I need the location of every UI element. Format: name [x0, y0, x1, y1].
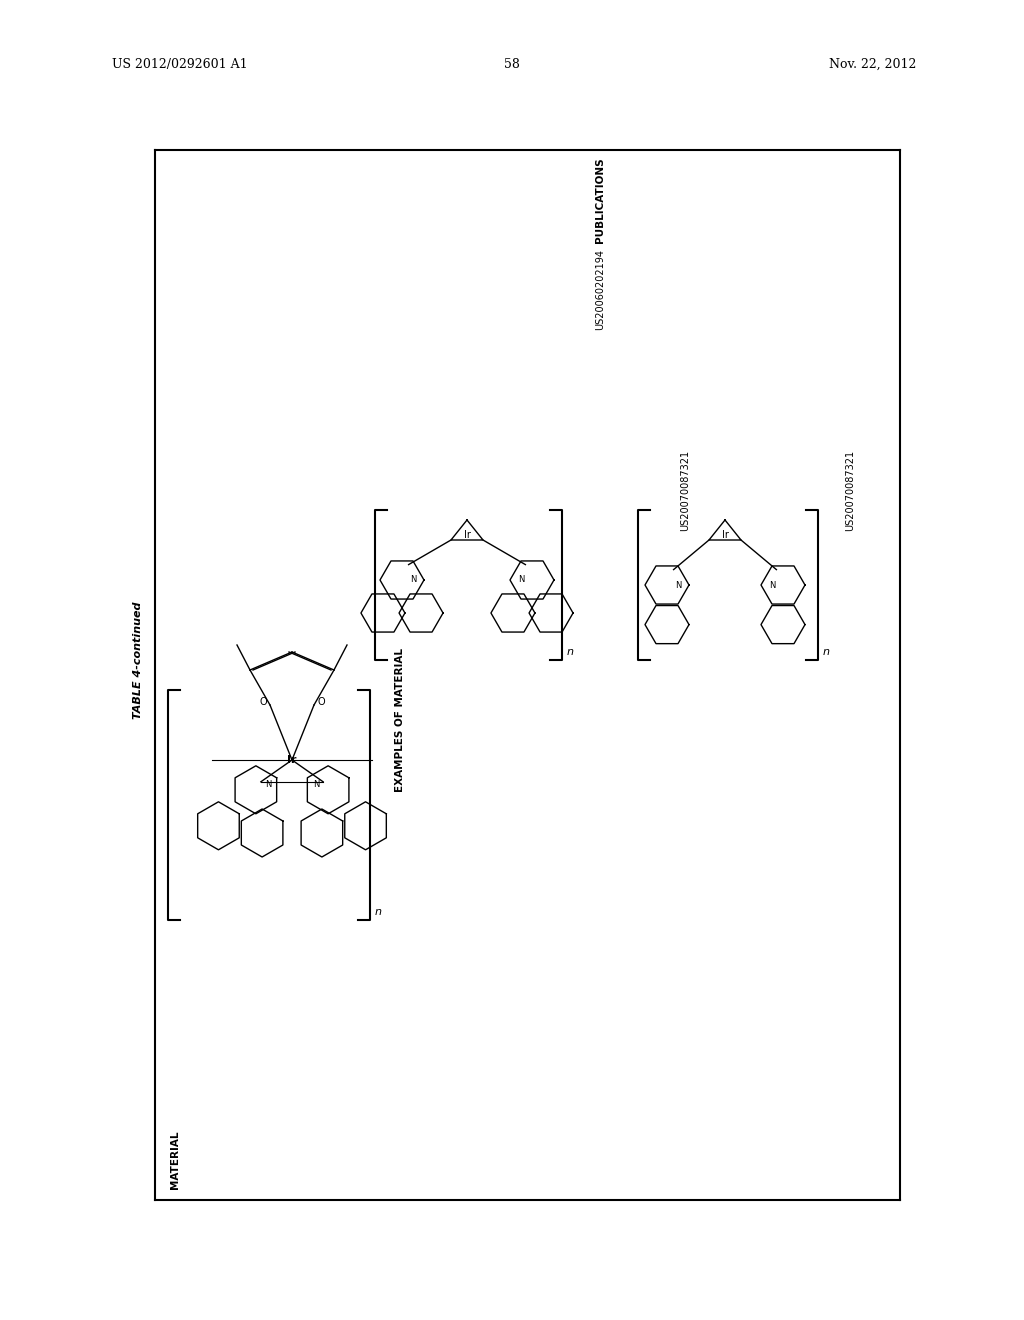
- Text: Ir: Ir: [464, 531, 470, 540]
- Text: N: N: [410, 576, 416, 585]
- Text: N: N: [675, 581, 681, 590]
- Text: EXAMPLES OF MATERIAL: EXAMPLES OF MATERIAL: [395, 648, 406, 792]
- Text: 58: 58: [504, 58, 520, 71]
- Text: US20070087321: US20070087321: [845, 449, 855, 531]
- Text: N: N: [313, 780, 319, 789]
- Text: US20070087321: US20070087321: [680, 449, 690, 531]
- Text: MATERIAL: MATERIAL: [170, 1131, 180, 1189]
- Text: N: N: [264, 780, 271, 789]
- Text: n: n: [823, 647, 830, 657]
- Text: US 2012/0292601 A1: US 2012/0292601 A1: [112, 58, 248, 71]
- Text: N: N: [518, 576, 524, 585]
- Text: Ir: Ir: [722, 531, 728, 540]
- Text: O: O: [317, 697, 325, 708]
- Text: PUBLICATIONS: PUBLICATIONS: [595, 157, 605, 243]
- Text: N: N: [769, 581, 775, 590]
- Text: TABLE 4-continued: TABLE 4-continued: [133, 601, 143, 719]
- Text: US20060202194: US20060202194: [595, 249, 605, 330]
- Text: n: n: [567, 647, 574, 657]
- Text: Nov. 22, 2012: Nov. 22, 2012: [828, 58, 916, 71]
- Text: Ir: Ir: [288, 755, 297, 766]
- Text: n: n: [375, 907, 382, 917]
- Text: O: O: [259, 697, 267, 708]
